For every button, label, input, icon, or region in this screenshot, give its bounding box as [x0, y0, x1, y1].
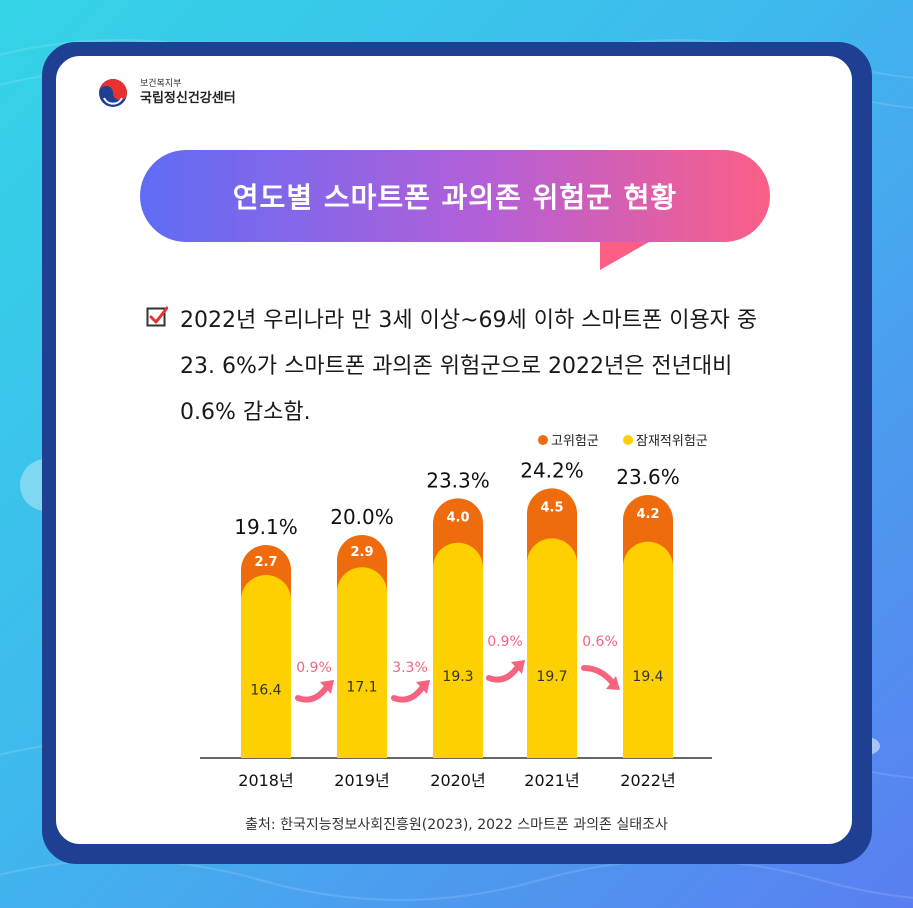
total-value-label: 23.6% [616, 465, 680, 489]
category-label: 2018년 [238, 771, 293, 790]
bar-potential-risk-2 [433, 542, 483, 758]
high-risk-value-label: 2.7 [254, 555, 277, 570]
change-arrow-down-icon [581, 665, 615, 685]
checkbox-checked-icon [146, 306, 168, 327]
high-risk-value-label: 4.0 [446, 510, 469, 525]
category-label: 2022년 [620, 771, 675, 790]
potential-risk-value-label: 16.4 [250, 682, 281, 698]
high-risk-value-label: 4.2 [636, 507, 659, 522]
page-title: 연도별 스마트폰 과의존 위험군 현황 [232, 181, 678, 214]
category-label: 2019년 [334, 771, 389, 790]
change-label: 0.9% [487, 634, 523, 650]
summary: 2022년 우리나라 만 3세 이상~69세 이하 스마트폰 이용자 중 23.… [146, 298, 806, 436]
legend-high-risk-marker [538, 435, 548, 445]
bar-potential-risk-4 [623, 541, 673, 758]
change-label: 3.3% [392, 660, 428, 676]
change-arrow-up-icon [391, 685, 425, 703]
taegeuk-logo-icon [99, 79, 127, 107]
ministry-name: 보건복지부 [140, 79, 182, 89]
change-arrowhead-icon [606, 676, 620, 690]
logo: 보건복지부 국립정신건강센터 [96, 76, 236, 110]
category-label: 2020년 [430, 771, 485, 790]
change-arrow-up-icon [295, 685, 329, 703]
high-risk-value-label: 4.5 [540, 500, 563, 515]
category-label: 2021년 [524, 771, 579, 790]
summary-text: 2022년 우리나라 만 3세 이상~69세 이하 스마트폰 이용자 중 23.… [180, 308, 758, 425]
center-name: 국립정신건강센터 [140, 91, 236, 106]
legend-potential-risk-label: 잠재적위험군 [636, 434, 708, 449]
bar-potential-risk-0 [241, 574, 291, 758]
potential-risk-value-label: 19.3 [442, 669, 473, 685]
legend-potential-risk-marker [623, 435, 633, 445]
change-arrowhead-icon [511, 660, 525, 674]
change-label: 0.9% [296, 660, 332, 676]
change-arrow-up-icon [486, 665, 520, 683]
potential-risk-value-label: 19.7 [536, 669, 567, 685]
legend-high-risk-label: 고위험군 [551, 434, 599, 449]
title-bubble: 연도별 스마트폰 과의존 위험군 현황 [140, 150, 770, 242]
total-value-label: 23.3% [426, 468, 490, 492]
change-arrowhead-icon [416, 680, 430, 694]
potential-risk-value-label: 17.1 [346, 680, 377, 696]
total-value-label: 19.1% [234, 515, 298, 539]
total-value-label: 20.0% [330, 505, 394, 529]
change-label: 0.6% [582, 634, 618, 650]
potential-risk-value-label: 19.4 [632, 669, 663, 685]
change-arrowhead-icon [320, 680, 334, 694]
source-note: 출처: 한국지능정보사회진흥원(2023), 2022 스마트폰 과의존 실태조… [245, 817, 668, 833]
bar-potential-risk-1 [337, 567, 387, 758]
bar-potential-risk-3 [527, 538, 577, 758]
total-value-label: 24.2% [520, 458, 584, 482]
high-risk-value-label: 2.9 [350, 545, 373, 560]
